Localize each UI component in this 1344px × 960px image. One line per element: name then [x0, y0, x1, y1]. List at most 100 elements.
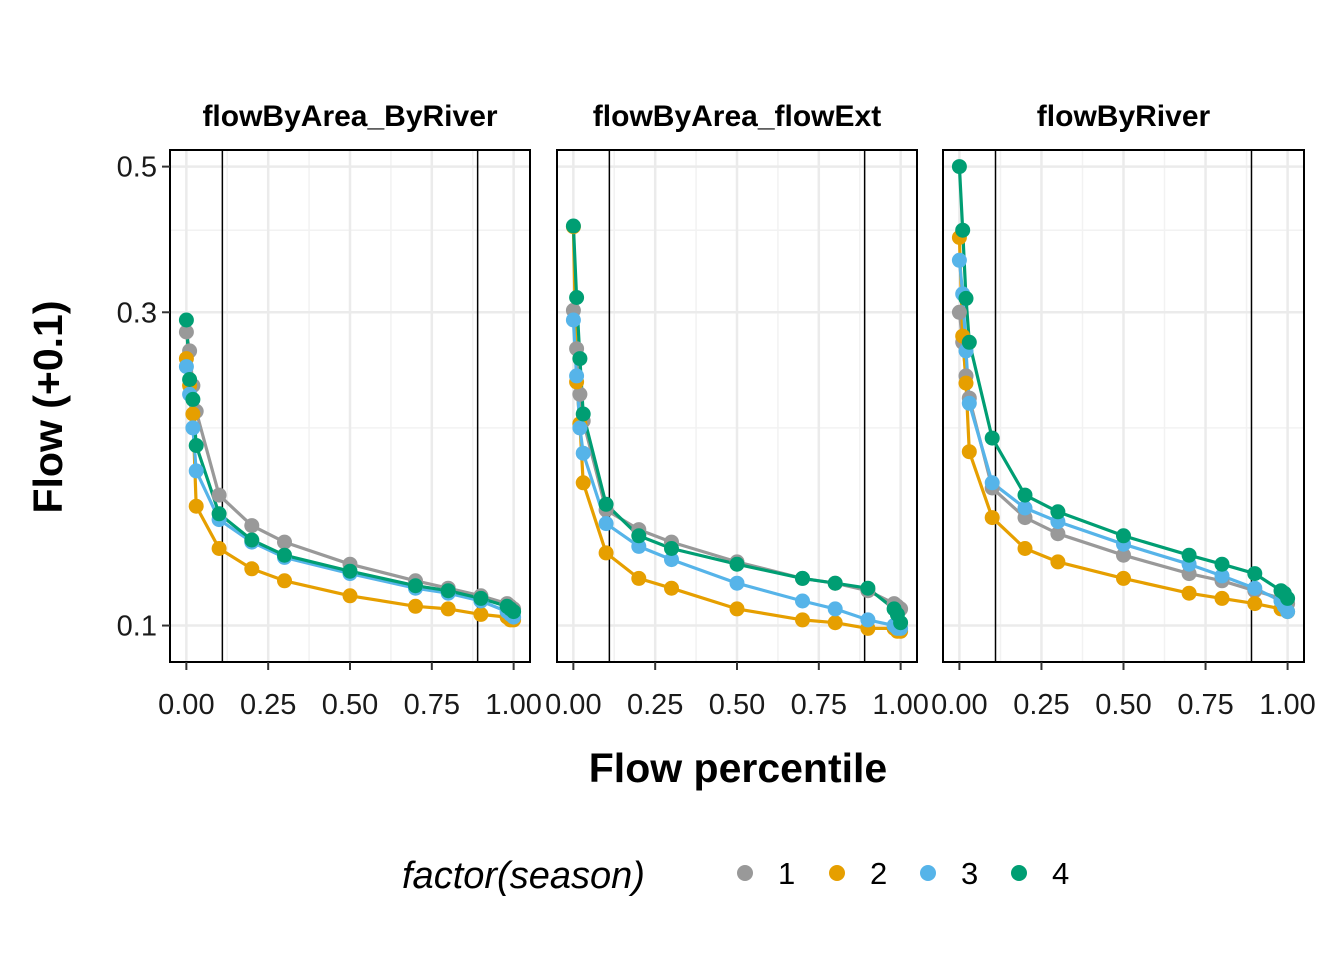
x-tick-label: 0.50: [322, 689, 378, 721]
legend-key-3: 3: [920, 856, 978, 891]
legend-keys: 1 2 3 4: [737, 856, 1069, 891]
x-tick-label: 0.25: [240, 689, 296, 721]
data-point-series-3: [575, 445, 591, 461]
y-axis-title: Flow (+0.1): [25, 300, 71, 513]
data-point-series-4: [342, 563, 358, 579]
data-point-series-4: [598, 496, 614, 512]
data-point-series-4: [860, 580, 876, 596]
data-point-series-1: [1050, 526, 1066, 542]
data-point-series-3: [631, 538, 647, 554]
y-tick-label: 0.3: [117, 297, 157, 329]
legend-key-4: 4: [1011, 856, 1069, 891]
x-tick-label: 1.00: [1259, 689, 1315, 721]
data-point-series-4: [572, 351, 588, 367]
data-point-series-4: [473, 590, 489, 606]
data-point-series-3: [572, 420, 588, 436]
data-point-series-1: [1116, 547, 1131, 563]
data-point-series-1: [244, 518, 260, 534]
data-point-series-3: [565, 312, 581, 328]
data-point-series-3: [1247, 580, 1263, 596]
data-point-series-4: [440, 583, 456, 599]
y-tick-label: 0.5: [117, 152, 157, 184]
data-point-series-4: [569, 290, 585, 305]
data-point-series-3: [984, 475, 1000, 491]
data-point-series-4: [1181, 547, 1197, 563]
legend-swatch: [737, 865, 753, 881]
data-point-series-4: [211, 506, 227, 522]
x-tick-label: 0.00: [931, 689, 987, 721]
x-tick-label: 1.00: [872, 689, 928, 721]
data-point-series-4: [188, 438, 204, 453]
data-point-series-3: [729, 575, 745, 591]
data-point-series-1: [178, 324, 194, 340]
data-point-series-2: [1214, 590, 1230, 606]
data-point-series-1: [277, 534, 292, 550]
data-point-series-2: [342, 588, 358, 604]
facet-title: flowByRiver: [1037, 100, 1211, 133]
data-point-series-2: [277, 573, 292, 589]
data-point-series-2: [211, 541, 227, 556]
data-point-series-4: [1214, 556, 1230, 572]
facet-panel: flowByRiver 0.00 0.25 0.50 0.75 1.00: [931, 100, 1316, 721]
data-point-series-2: [598, 545, 614, 561]
legend-label: 1: [778, 856, 795, 891]
data-point-series-4: [984, 430, 1000, 446]
data-point-series-4: [185, 391, 201, 407]
x-tick-label: 0.50: [1095, 689, 1151, 721]
data-point-series-1: [211, 487, 227, 503]
data-point-series-1: [572, 386, 588, 402]
data-point-series-2: [1181, 585, 1197, 601]
data-point-series-3: [1214, 568, 1230, 584]
data-point-series-3: [569, 368, 585, 384]
data-point-series-3: [1280, 604, 1296, 620]
data-point-series-2: [1247, 596, 1263, 612]
data-point-series-4: [575, 406, 591, 422]
data-point-series-4: [1116, 528, 1131, 544]
data-point-series-4: [893, 615, 909, 631]
data-point-series-2: [729, 601, 745, 617]
facet-title: flowByArea_ByRiver: [202, 100, 497, 133]
legend-key-2: 2: [829, 856, 887, 891]
x-tick-label: 0.00: [158, 689, 214, 721]
data-point-series-2: [631, 570, 647, 586]
data-point-series-2: [795, 612, 810, 628]
data-point-series-4: [795, 570, 810, 586]
data-point-series-4: [178, 312, 194, 328]
facet-panel: flowByArea_ByRiver 0.00 0.25 0.50 0.75 1.00 0.…: [117, 100, 542, 721]
x-tick-label: 0.75: [791, 689, 847, 721]
data-point-series-3: [178, 359, 194, 375]
data-point-series-2: [244, 561, 260, 577]
data-point-series-4: [1050, 504, 1066, 520]
x-tick-label: 0.25: [1013, 689, 1069, 721]
x-tick-label: 1.00: [485, 689, 541, 721]
y-tick-label: 0.1: [117, 611, 157, 643]
legend-label: 4: [1052, 856, 1069, 891]
data-point-series-4: [244, 532, 260, 548]
data-point-series-2: [664, 580, 679, 596]
data-point-series-4: [951, 159, 967, 175]
data-point-series-4: [958, 290, 974, 306]
legend-swatch: [829, 865, 845, 881]
data-point-series-2: [440, 601, 456, 617]
data-point-series-2: [185, 406, 201, 422]
data-point-series-2: [984, 510, 1000, 526]
data-point-series-3: [860, 612, 876, 628]
data-point-series-4: [506, 604, 522, 620]
data-point-series-4: [1247, 566, 1263, 582]
data-point-series-3: [827, 601, 843, 617]
data-point-series-2: [1050, 554, 1066, 570]
data-point-series-2: [1017, 541, 1033, 556]
legend-label: 3: [961, 856, 978, 891]
data-point-series-3: [961, 395, 977, 411]
legend-title: factor(season): [402, 855, 645, 897]
legend: factor(season) 1 2 3 4: [402, 855, 1069, 897]
data-point-series-3: [1017, 500, 1033, 516]
facet-panel: flowByArea_flowExt 0.00 0.25 0.50 0.75 1.00: [545, 100, 929, 721]
facet-title: flowByArea_flowExt: [593, 100, 881, 133]
legend-swatch: [1011, 865, 1027, 881]
data-point-series-2: [827, 615, 843, 631]
data-point-series-2: [473, 606, 489, 622]
data-point-series-4: [277, 547, 292, 563]
data-point-series-4: [827, 575, 843, 591]
